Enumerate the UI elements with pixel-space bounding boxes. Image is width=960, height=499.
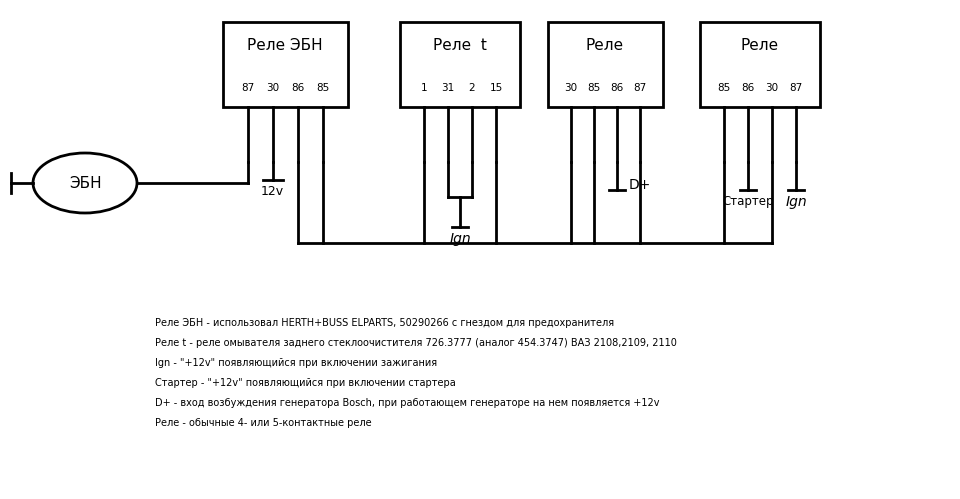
Text: Реле t - реле омывателя заднего стеклоочистителя 726.3777 (аналог 454.3747) ВАЗ : Реле t - реле омывателя заднего стеклооч…: [155, 338, 677, 348]
Text: Ign: Ign: [785, 195, 806, 209]
Bar: [400, 22, 520, 107]
Text: Реле ЭБН: Реле ЭБН: [247, 38, 323, 53]
Text: 85: 85: [587, 83, 600, 93]
Text: ЭБН: ЭБН: [69, 176, 102, 191]
Text: 87: 87: [789, 83, 803, 93]
Text: Реле: Реле: [586, 38, 624, 53]
Text: 30: 30: [564, 83, 577, 93]
Text: Реле  t: Реле t: [433, 38, 487, 53]
Text: Стартер: Стартер: [722, 195, 774, 208]
Text: 87: 87: [633, 83, 646, 93]
Text: 86: 86: [610, 83, 623, 93]
Ellipse shape: [33, 153, 137, 213]
Text: 31: 31: [442, 83, 455, 93]
Text: 86: 86: [291, 83, 304, 93]
Text: 85: 85: [717, 83, 731, 93]
Text: 86: 86: [741, 83, 755, 93]
Text: Реле - обычные 4- или 5-контактные реле: Реле - обычные 4- или 5-контактные реле: [155, 418, 372, 428]
Text: 2: 2: [468, 83, 475, 93]
Text: 87: 87: [241, 83, 254, 93]
Text: Реле: Реле: [741, 38, 780, 53]
Text: 12v: 12v: [261, 185, 284, 198]
Bar: [547, 22, 662, 107]
Text: 85: 85: [316, 83, 329, 93]
Text: 30: 30: [266, 83, 279, 93]
Text: Ign: Ign: [449, 232, 470, 246]
Text: Стартер - "+12v" появляющийся при включении стартера: Стартер - "+12v" появляющийся при включе…: [155, 378, 456, 388]
Text: 15: 15: [490, 83, 503, 93]
Text: Ign - "+12v" появляющийся при включении зажигания: Ign - "+12v" появляющийся при включении …: [155, 358, 437, 368]
Text: 1: 1: [420, 83, 427, 93]
Text: D+: D+: [629, 178, 651, 192]
Text: Реле ЭБН - использовал HERTH+BUSS ELPARTS, 50290266 с гнездом для предохранителя: Реле ЭБН - использовал HERTH+BUSS ELPART…: [155, 318, 614, 328]
Bar: [223, 22, 348, 107]
Bar: [700, 22, 820, 107]
Text: D+ - вход возбуждения генератора Bosch, при работающем генераторе на нем появляе: D+ - вход возбуждения генератора Bosch, …: [155, 398, 660, 408]
Text: 30: 30: [765, 83, 779, 93]
